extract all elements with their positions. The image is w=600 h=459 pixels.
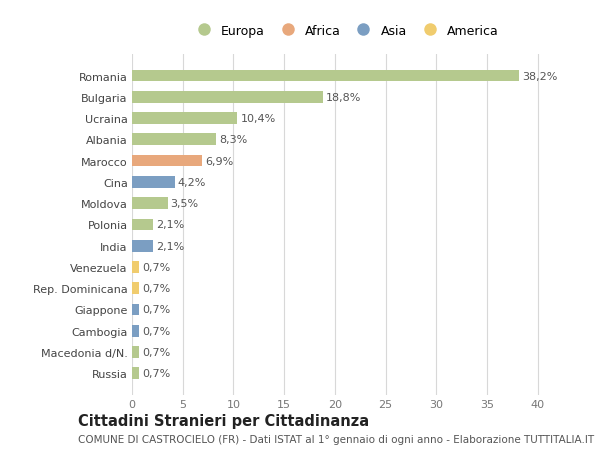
Text: COMUNE DI CASTROCIELO (FR) - Dati ISTAT al 1° gennaio di ogni anno - Elaborazion: COMUNE DI CASTROCIELO (FR) - Dati ISTAT … [78, 434, 594, 444]
Text: 2,1%: 2,1% [157, 220, 185, 230]
Bar [132, 241, 154, 252]
Text: 38,2%: 38,2% [523, 71, 558, 81]
Bar [132, 283, 139, 294]
Text: 0,7%: 0,7% [142, 326, 170, 336]
Bar [132, 156, 202, 167]
Text: 10,4%: 10,4% [241, 114, 276, 124]
Text: 8,3%: 8,3% [219, 135, 247, 145]
Text: 0,7%: 0,7% [142, 305, 170, 315]
Bar [132, 325, 139, 337]
Bar [132, 92, 323, 103]
Text: 2,1%: 2,1% [157, 241, 185, 251]
Bar [132, 347, 139, 358]
Text: 0,7%: 0,7% [142, 369, 170, 379]
Bar [132, 113, 238, 125]
Text: Cittadini Stranieri per Cittadinanza: Cittadini Stranieri per Cittadinanza [78, 413, 369, 428]
Bar [132, 177, 175, 188]
Bar [132, 134, 216, 146]
Bar [132, 304, 139, 316]
Bar [132, 368, 139, 379]
Text: 0,7%: 0,7% [142, 284, 170, 294]
Bar [132, 198, 167, 209]
Legend: Europa, Africa, Asia, America: Europa, Africa, Asia, America [188, 22, 502, 40]
Text: 0,7%: 0,7% [142, 347, 170, 357]
Text: 3,5%: 3,5% [170, 199, 199, 209]
Text: 18,8%: 18,8% [326, 93, 361, 102]
Text: 4,2%: 4,2% [178, 178, 206, 187]
Bar [132, 219, 154, 231]
Bar [132, 262, 139, 273]
Bar [132, 71, 520, 82]
Text: 0,7%: 0,7% [142, 263, 170, 272]
Text: 6,9%: 6,9% [205, 156, 233, 166]
